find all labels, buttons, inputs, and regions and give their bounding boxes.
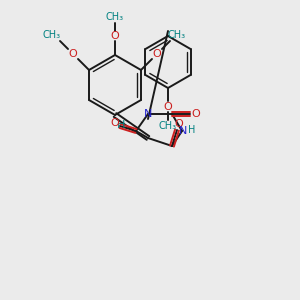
Text: N: N [179,126,187,136]
Text: O: O [164,102,172,112]
Text: CH₃: CH₃ [43,30,61,40]
Text: O: O [69,49,77,59]
Text: H: H [188,125,196,135]
Text: O: O [175,119,183,129]
Text: CH₃: CH₃ [168,30,186,40]
Text: CH₃: CH₃ [159,121,177,131]
Text: O: O [192,109,200,119]
Text: H: H [117,119,126,130]
Text: CH₃: CH₃ [106,12,124,22]
Text: N: N [144,109,152,119]
Text: O: O [153,49,161,59]
Text: O: O [111,31,119,41]
Text: O: O [111,118,119,128]
